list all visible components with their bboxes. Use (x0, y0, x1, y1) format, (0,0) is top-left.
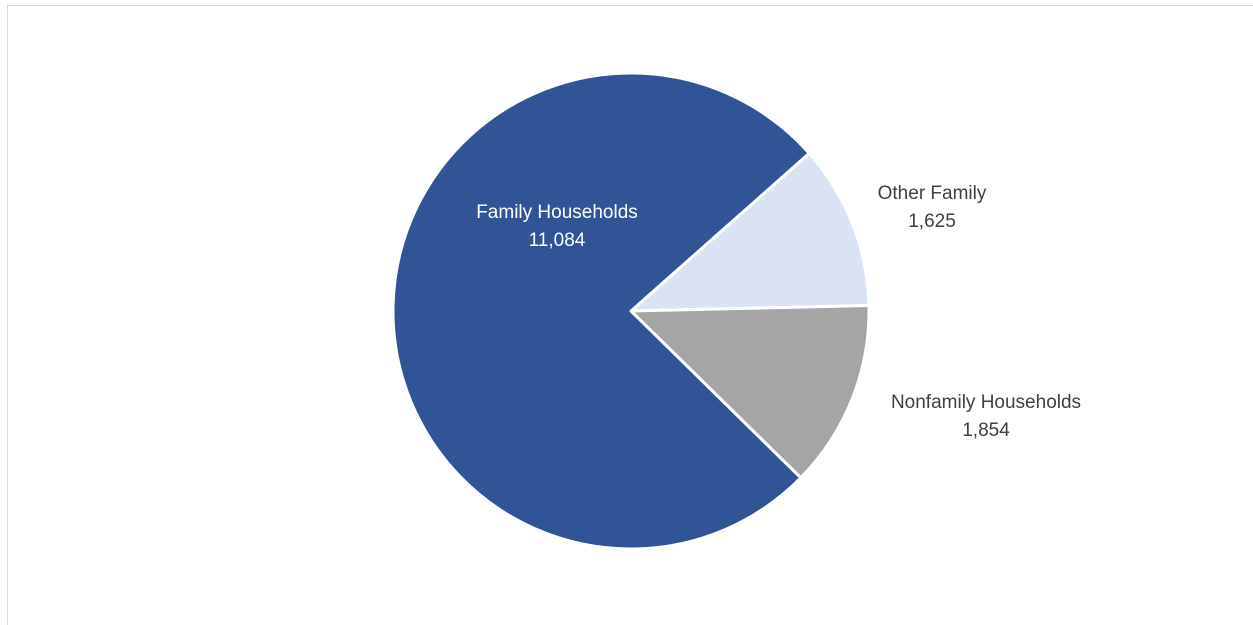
data-label-other-family-value: 1,625 (908, 211, 956, 232)
data-label-nonfamily-households-value: 1,854 (962, 420, 1010, 441)
slice-other-family (629, 151, 871, 313)
data-label-family-households-name: Family Households (476, 202, 638, 223)
data-label-nonfamily-households-name: Nonfamily Households (891, 392, 1081, 413)
data-label-family-households-value: 11,084 (529, 230, 586, 251)
chart-frame (7, 5, 1253, 625)
pie-labels: Family Households 11,084 Other Family 1,… (476, 183, 1081, 441)
slice-family-households (391, 71, 811, 551)
pie-slices (391, 71, 871, 551)
slice-nonfamily-households (629, 303, 871, 480)
data-label-other-family-name: Other Family (878, 183, 987, 204)
